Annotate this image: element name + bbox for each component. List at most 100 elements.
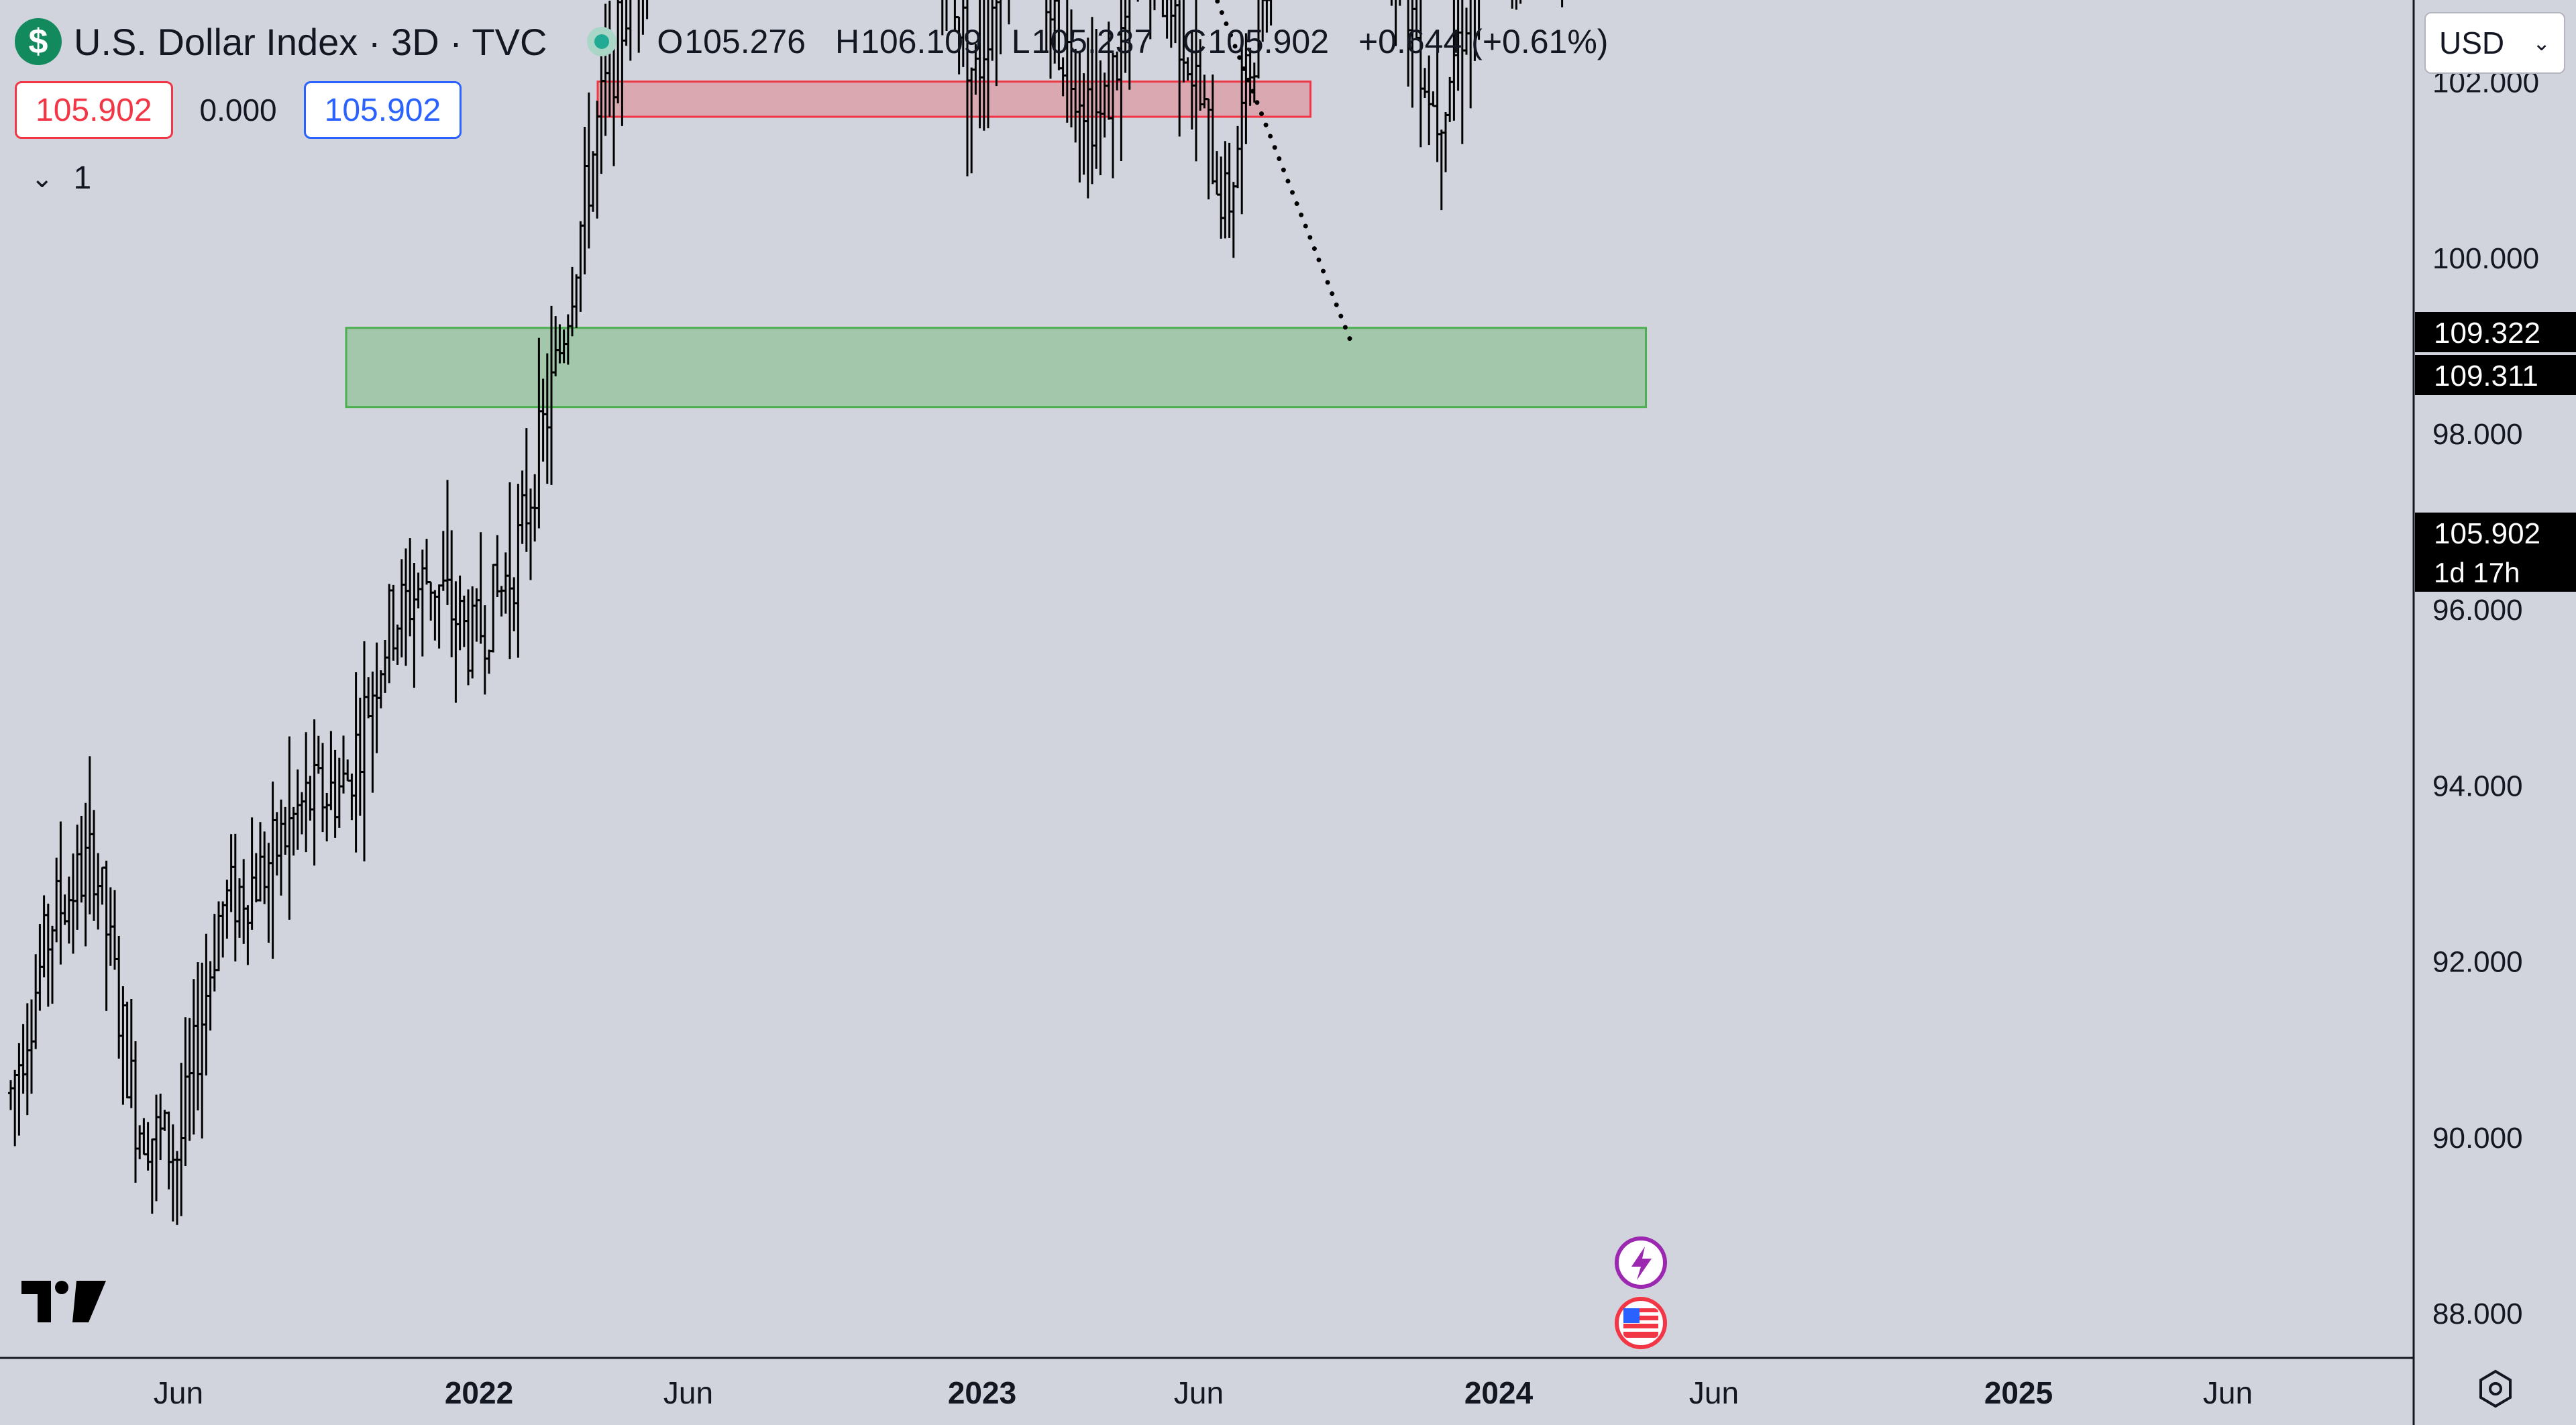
ohlc-bar bbox=[120, 986, 126, 1105]
ohlc-bar bbox=[482, 605, 488, 695]
ohlc-bar bbox=[1214, 151, 1220, 196]
ohlc-bar bbox=[453, 581, 459, 703]
ohlc-bar bbox=[440, 531, 446, 591]
indicator-count: 1 bbox=[73, 160, 92, 196]
ohlc-bar bbox=[1256, 0, 1260, 78]
ohlc-bar bbox=[195, 962, 201, 1111]
ohlc-bar bbox=[1390, 0, 1393, 6]
ohlc-bar bbox=[627, 0, 632, 61]
ohlc-bar bbox=[207, 961, 213, 1031]
support-zone[interactable] bbox=[345, 327, 1647, 409]
ohlc-bar bbox=[87, 756, 93, 914]
ohlc-bar bbox=[232, 833, 238, 962]
ohlc-bar bbox=[1230, 182, 1236, 258]
dollar-logo-icon: $ bbox=[15, 18, 62, 65]
buy-button[interactable]: 105.902 bbox=[303, 81, 462, 139]
ohlc-bar bbox=[470, 586, 476, 679]
ohlc-bar bbox=[262, 831, 268, 904]
ohlc-bar bbox=[141, 1118, 147, 1156]
ohlc-bar bbox=[641, 0, 644, 35]
ohlc-bar bbox=[1008, 0, 1010, 25]
ohlc-bar bbox=[1447, 76, 1453, 122]
ohlc-bar bbox=[182, 1017, 189, 1167]
ohlc-bar bbox=[328, 731, 334, 810]
ohlc-bar bbox=[320, 743, 325, 833]
ohlc-bar bbox=[486, 649, 492, 674]
y-tick-label: 94.000 bbox=[2432, 770, 2523, 802]
price-axis[interactable] bbox=[2414, 0, 2576, 1425]
ohlc-bar bbox=[415, 572, 421, 609]
ohlc-bar bbox=[41, 895, 47, 978]
trendline[interactable] bbox=[808, 0, 1355, 348]
ohlc-bar bbox=[112, 890, 117, 970]
ohlc-bars bbox=[8, 0, 1564, 1225]
symbol-title[interactable]: U.S. Dollar Index · 3D · TVC bbox=[74, 20, 547, 63]
ohlc-bar bbox=[1222, 141, 1228, 239]
ohlc-bar bbox=[590, 151, 596, 212]
ohlc-bar bbox=[78, 815, 85, 903]
ohlc-bar bbox=[1468, 0, 1472, 109]
ohlc-bar bbox=[411, 562, 417, 688]
ohlc-bar bbox=[16, 1043, 22, 1136]
x-tick-label: 2022 bbox=[445, 1375, 513, 1410]
lightning-event-icon[interactable] bbox=[1615, 1236, 1667, 1289]
ohlc-bar bbox=[1422, 68, 1428, 98]
ohlc-bar bbox=[191, 979, 197, 1135]
ohlc-bar bbox=[1519, 0, 1522, 4]
settings-icon[interactable] bbox=[2475, 1369, 2516, 1409]
ohlc-bar bbox=[253, 853, 259, 902]
ohlc-bar bbox=[424, 539, 429, 585]
ohlc-bar bbox=[403, 548, 409, 666]
ohlc-bar bbox=[1395, 0, 1397, 46]
ohlc-bar bbox=[353, 672, 359, 853]
indicators-toggle[interactable]: ⌄ 1 bbox=[31, 160, 91, 197]
price-axis-label: 105.902 1d 17h bbox=[2415, 513, 2576, 592]
ohlc-bar bbox=[407, 538, 413, 637]
ohlc-bar bbox=[1164, 0, 1170, 39]
price-axis-label: 109.311 bbox=[2415, 355, 2576, 395]
ohlc-bar bbox=[294, 769, 301, 850]
ohlc-bar bbox=[170, 1124, 176, 1222]
y-tick-label: 90.000 bbox=[2432, 1122, 2523, 1155]
ohlc-bar bbox=[8, 1080, 13, 1110]
ohlc-bar bbox=[50, 925, 55, 1004]
ohlc-bar bbox=[241, 859, 247, 944]
ohlc-bar bbox=[258, 822, 263, 902]
ohlc-bar bbox=[336, 757, 342, 828]
us-flag-event-icon[interactable] bbox=[1615, 1297, 1667, 1349]
ohlc-bar bbox=[1149, 0, 1152, 40]
ohlc-bar bbox=[299, 792, 305, 835]
ohlc-bar bbox=[20, 1024, 26, 1094]
ohlc-bar bbox=[1438, 129, 1444, 211]
ohlc-bar bbox=[511, 577, 517, 631]
ohlc-bar bbox=[29, 999, 34, 1094]
tradingview-logo-icon[interactable] bbox=[20, 1278, 107, 1325]
ohlc-bar bbox=[45, 903, 51, 1007]
ohlc-bar bbox=[1430, 91, 1436, 107]
currency-select[interactable]: USD ⌄ bbox=[2424, 12, 2565, 74]
ohlc-bar bbox=[515, 484, 521, 658]
chevron-down-icon[interactable]: ⌄ bbox=[31, 163, 54, 193]
ohlc-bar bbox=[128, 998, 134, 1108]
ohlc-bar bbox=[436, 584, 442, 649]
spread-value: 0.000 bbox=[199, 93, 277, 127]
ohlc-bar bbox=[578, 221, 584, 312]
ohlc-bar bbox=[528, 488, 533, 580]
y-tick-label: 98.000 bbox=[2432, 418, 2523, 451]
ohlc-bar bbox=[220, 901, 226, 958]
ohlc-bar bbox=[149, 1138, 155, 1214]
ohlc-bar bbox=[490, 564, 496, 653]
ohlc-bar bbox=[586, 92, 592, 249]
ohlc-bar bbox=[398, 559, 405, 657]
sell-button[interactable]: 105.902 bbox=[15, 81, 173, 139]
ohlc-bar bbox=[282, 806, 288, 855]
ohlc-bar bbox=[457, 575, 463, 651]
market-status-icon[interactable] bbox=[587, 27, 617, 56]
ohlc-bar bbox=[186, 1018, 193, 1141]
chevron-down-icon: ⌄ bbox=[2532, 31, 2551, 55]
ohlc-bar bbox=[199, 962, 205, 1139]
ohlc-high-value: 106.109 bbox=[861, 23, 982, 60]
ohlc-bar bbox=[1478, 0, 1481, 40]
y-tick-label: 88.000 bbox=[2432, 1298, 2523, 1330]
